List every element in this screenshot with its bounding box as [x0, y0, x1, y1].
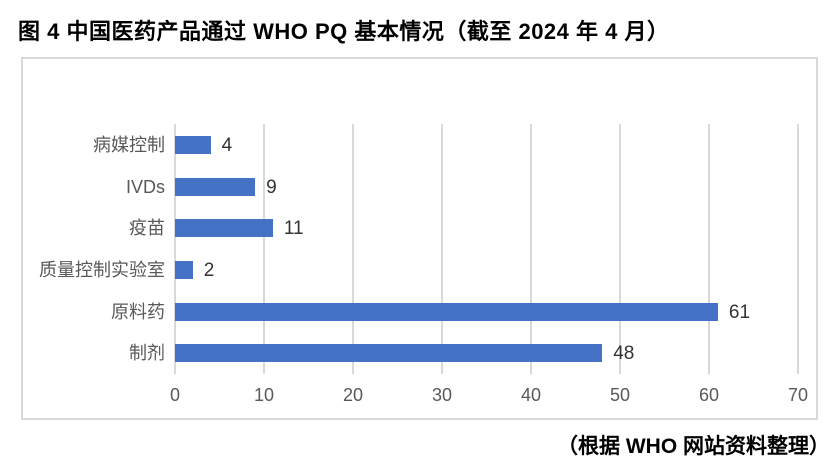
- x-axis-tick-label: 50: [609, 385, 631, 405]
- bar-2: [175, 177, 256, 196]
- gridline-20: [352, 124, 354, 374]
- bar-5: [175, 302, 718, 321]
- data-label: 4: [221, 134, 233, 156]
- category-label: 制剂: [129, 343, 165, 364]
- category-label: 原料药: [111, 301, 165, 322]
- gridline-10: [263, 124, 265, 374]
- gridline-60: [708, 124, 710, 374]
- chart-title: 图 4 中国医药产品通过 WHO PQ 基本情况（截至 2024 年 4 月）: [18, 19, 670, 44]
- x-axis-tick-label: 10: [253, 385, 275, 405]
- x-axis-tick-label: 70: [787, 385, 809, 405]
- bar-6: [175, 344, 603, 363]
- gridline-0: [174, 124, 176, 374]
- gridline-40: [530, 124, 532, 374]
- chart-source-note: （根据 WHO 网站资料整理）: [557, 435, 830, 458]
- bar-1: [175, 135, 211, 154]
- x-axis-tick-label: 40: [520, 385, 542, 405]
- x-axis-tick-label: 0: [169, 385, 181, 405]
- data-label: 11: [283, 218, 304, 240]
- category-label: IVDs: [125, 176, 165, 197]
- gridline-70: [797, 124, 799, 374]
- x-axis-tick-label: 30: [431, 385, 453, 405]
- x-axis-tick-label: 60: [698, 385, 720, 405]
- gridline-50: [619, 124, 621, 374]
- category-label: 病媒控制: [93, 134, 165, 155]
- gridline-30: [441, 124, 443, 374]
- data-label: 2: [203, 259, 215, 281]
- chart-frame: 0 10 20 30 40 50 60 70 病媒控制 4 IVDs 9 疫苗 11 质量控制实验室 2 原料药…: [21, 57, 818, 420]
- bar-4: [175, 260, 193, 279]
- data-label: 61: [728, 301, 751, 323]
- bar-3: [175, 219, 273, 238]
- data-label: 9: [266, 176, 277, 198]
- data-label: 48: [613, 343, 635, 365]
- x-axis-tick-label: 20: [342, 385, 364, 405]
- category-label: 疫苗: [129, 218, 165, 239]
- category-label: 质量控制实验室: [39, 259, 165, 280]
